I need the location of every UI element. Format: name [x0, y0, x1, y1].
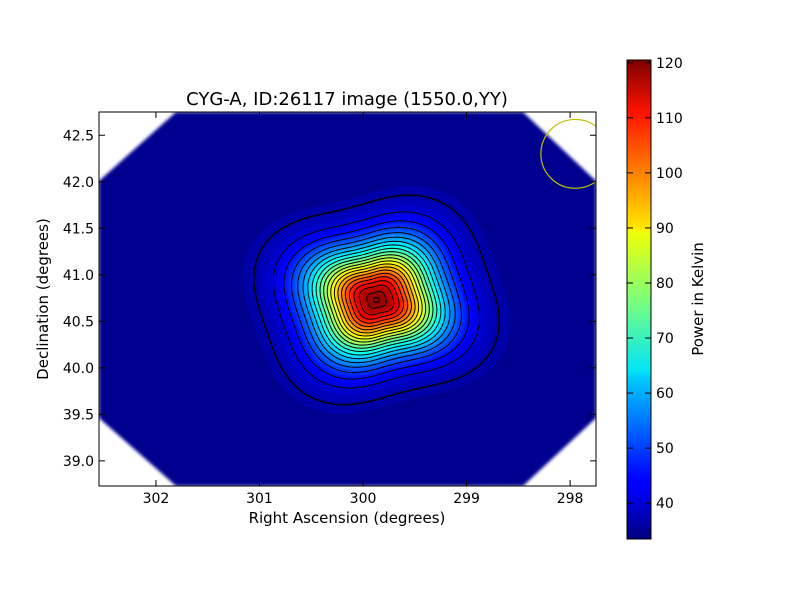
x-tick-label: 302: [143, 491, 170, 507]
contour-line: [283, 220, 470, 380]
y-tick-label: 39.5: [63, 407, 94, 423]
beam-circle: [540, 118, 596, 189]
contour-line: [253, 194, 500, 406]
colorbar: 40 50 60 70 80 90 100 110 120 Power in Kelvin: [626, 56, 707, 540]
y-tick-label: 41.0: [63, 268, 94, 284]
contour-layer: [242, 185, 511, 415]
contour-line: [297, 232, 456, 368]
contour-line: [315, 247, 438, 353]
contour-line: [358, 284, 395, 316]
contour-line: [344, 272, 409, 328]
x-tick-label: 299: [453, 491, 480, 507]
peak-marker: [372, 296, 380, 303]
y-tick-label: 41.5: [63, 221, 94, 237]
y-tick-label: 42.5: [63, 128, 94, 144]
colorbar-tick-label: 50: [656, 441, 674, 457]
contour-line: [307, 240, 446, 360]
contour-line: [333, 263, 420, 337]
colorbar-tick-label: 90: [656, 221, 674, 237]
x-axis-label: Right Ascension (degrees): [249, 509, 446, 527]
y-tick-label: 42.0: [63, 175, 94, 191]
chart-title: CYG-A, ID:26117 image (1550.0,YY): [186, 89, 508, 110]
contour-line: [366, 290, 387, 309]
y-tick-label: 40.0: [63, 361, 94, 377]
y-tick-label: 39.0: [63, 454, 94, 470]
contour-line: [323, 254, 430, 346]
colorbar-ticks: 40 50 60 70 80 90 100 110 120: [627, 56, 683, 512]
colorbar-tick-label: 100: [656, 166, 683, 182]
y-tick-label: 40.5: [63, 314, 94, 330]
colorbar-tick-label: 40: [656, 496, 674, 512]
contour-line: [348, 276, 405, 324]
x-tick-label: 300: [350, 491, 377, 507]
colorbar-label: Power in Kelvin: [689, 242, 707, 356]
contour-line: [340, 269, 413, 331]
colorbar-tick-label: 70: [656, 331, 674, 347]
x-tick-label: 298: [557, 491, 584, 507]
contour-line: [302, 236, 451, 364]
plot-area: [99, 112, 596, 486]
colorbar-tick-label: 110: [656, 111, 683, 127]
y-axis-label: Declination (degrees): [34, 218, 52, 380]
contour-line: [290, 226, 462, 374]
x-axis-ticks: 302 301 300 299 298: [143, 112, 584, 507]
contour-line: [326, 257, 427, 343]
contour-line: [311, 244, 442, 356]
y-axis-ticks: 39.0 39.5 40.0 40.5 41.0 41.5 42.0 42.5: [63, 128, 596, 470]
colorbar-tick-label: 80: [656, 276, 674, 292]
x-tick-label: 301: [246, 491, 273, 507]
colorbar-tick-label: 60: [656, 386, 674, 402]
colorbar-gradient: [626, 59, 652, 540]
contour-line: [319, 251, 434, 349]
source-marker: [372, 296, 380, 303]
contour-line: [337, 266, 416, 334]
colorbar-tick-label: 120: [656, 56, 683, 72]
contour-line: [330, 260, 423, 340]
contour-line: [353, 280, 400, 320]
contour-line: [272, 211, 481, 389]
plot-frame: [98, 111, 597, 487]
